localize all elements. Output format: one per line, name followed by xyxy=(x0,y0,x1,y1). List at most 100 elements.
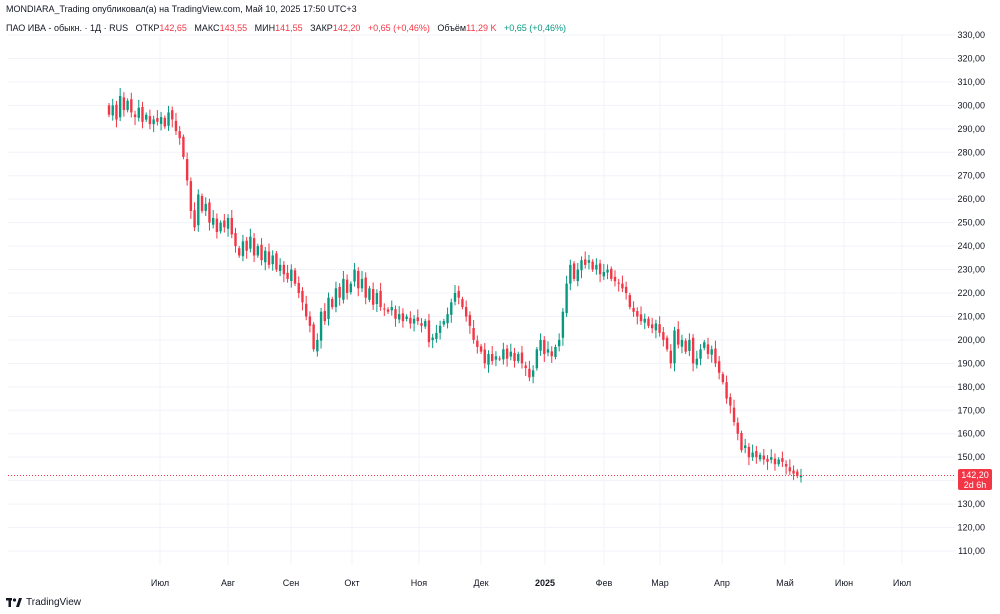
candle-body xyxy=(379,290,382,308)
candle-body xyxy=(118,95,122,118)
candle-body xyxy=(509,351,513,357)
candle-body xyxy=(524,365,527,369)
y-tick-label: 120,00 xyxy=(957,523,985,533)
candle-body xyxy=(316,339,319,352)
candle-body xyxy=(628,295,632,308)
candle-body xyxy=(710,349,713,355)
candle-body xyxy=(148,116,152,125)
candle-body xyxy=(331,299,334,308)
candle-body xyxy=(342,278,345,300)
candle-body xyxy=(397,314,401,320)
candle-body xyxy=(539,339,542,351)
candle-body xyxy=(141,107,144,122)
candle-body xyxy=(595,264,598,270)
close-label: ЗАКР xyxy=(310,23,333,33)
low-value: 141,55 xyxy=(275,23,303,33)
change-value: +0,65 (+0,46%) xyxy=(367,23,430,33)
candle-body xyxy=(732,407,736,422)
candle-body xyxy=(420,323,423,326)
volume-value: 11,29 K xyxy=(466,23,497,33)
candle-body xyxy=(799,475,803,478)
y-tick-label: 300,00 xyxy=(957,100,985,110)
candle-body xyxy=(446,314,449,324)
x-tick-label: Июл xyxy=(893,578,911,588)
candle-body xyxy=(729,397,732,406)
x-tick-label: Апр xyxy=(714,578,730,588)
candle-body xyxy=(338,286,341,298)
open-label: ОТКР xyxy=(135,23,160,33)
candle-body xyxy=(211,217,215,225)
candle-body xyxy=(717,361,721,373)
candle-body xyxy=(327,297,330,320)
y-tick-label: 310,00 xyxy=(957,77,985,87)
candle-body xyxy=(587,260,591,263)
candle-body xyxy=(163,117,167,127)
candle-body xyxy=(264,250,267,263)
candle-body xyxy=(457,290,460,298)
y-tick-label: 240,00 xyxy=(957,241,985,251)
candle-body xyxy=(368,288,371,300)
symbol-name[interactable]: ПАО ИВА - обыкн. · 1Д · RUS xyxy=(6,23,129,33)
candle-body xyxy=(435,332,438,339)
candle-body xyxy=(606,269,609,273)
y-tick-label: 260,00 xyxy=(957,194,985,204)
candle-body xyxy=(665,337,669,350)
candle-body xyxy=(297,282,300,293)
x-tick-label: 2025 xyxy=(535,578,555,588)
candle-body xyxy=(223,220,226,228)
candle-body xyxy=(405,316,408,320)
candle-body xyxy=(632,307,635,312)
candle-body xyxy=(684,340,687,352)
candle-body xyxy=(412,318,416,324)
x-axis: Июл Авг Сен Окт Ноя Дек 2025 Фев Мар Апр Май Июн Июл xyxy=(151,578,911,588)
candle-body xyxy=(584,259,587,265)
candle-body xyxy=(695,358,699,365)
candle-body xyxy=(278,264,282,271)
candle-body xyxy=(159,117,163,124)
candle-body xyxy=(230,217,233,235)
candle-body xyxy=(200,195,204,211)
candle-body xyxy=(721,374,725,383)
candle-body xyxy=(386,309,390,312)
candle-body xyxy=(706,344,710,354)
candle-body xyxy=(424,321,427,327)
candle-body xyxy=(491,353,494,362)
candle-body xyxy=(796,471,799,476)
candle-body xyxy=(743,445,747,449)
candle-body xyxy=(688,339,691,351)
y-tick-label: 200,00 xyxy=(957,335,985,345)
candle-body xyxy=(747,446,751,458)
candle-body xyxy=(498,358,501,360)
candle-body xyxy=(319,311,323,341)
x-tick-label: Июн xyxy=(835,578,853,588)
candle-body xyxy=(453,293,457,302)
candle-body xyxy=(323,311,326,322)
candle-body xyxy=(758,454,762,460)
candle-body xyxy=(241,241,245,257)
x-tick-label: Ноя xyxy=(411,578,428,588)
candle-body xyxy=(561,311,565,338)
candle-body xyxy=(479,346,483,352)
candle-body xyxy=(349,283,353,293)
candle-body xyxy=(383,308,386,310)
high-value: 143,55 xyxy=(219,23,248,33)
y-tick-label: 250,00 xyxy=(957,218,985,228)
candle-body xyxy=(494,356,498,360)
candle-body xyxy=(472,327,475,340)
candles xyxy=(107,88,803,483)
candle-body xyxy=(416,317,419,322)
bar-countdown: 2d 6h xyxy=(963,480,987,491)
candle-body xyxy=(427,320,431,343)
candle-body xyxy=(193,210,196,228)
candle-body xyxy=(197,194,200,226)
candle-body xyxy=(598,263,602,275)
candle-body xyxy=(610,268,613,279)
tradingview-logo[interactable]: TradingView xyxy=(6,597,81,608)
candle-body xyxy=(293,270,297,284)
x-tick-label: Мар xyxy=(651,578,669,588)
candle-body xyxy=(219,222,222,232)
candle-body xyxy=(185,159,189,181)
y-tick-label: 330,00 xyxy=(957,30,985,40)
candle-body xyxy=(260,244,263,261)
